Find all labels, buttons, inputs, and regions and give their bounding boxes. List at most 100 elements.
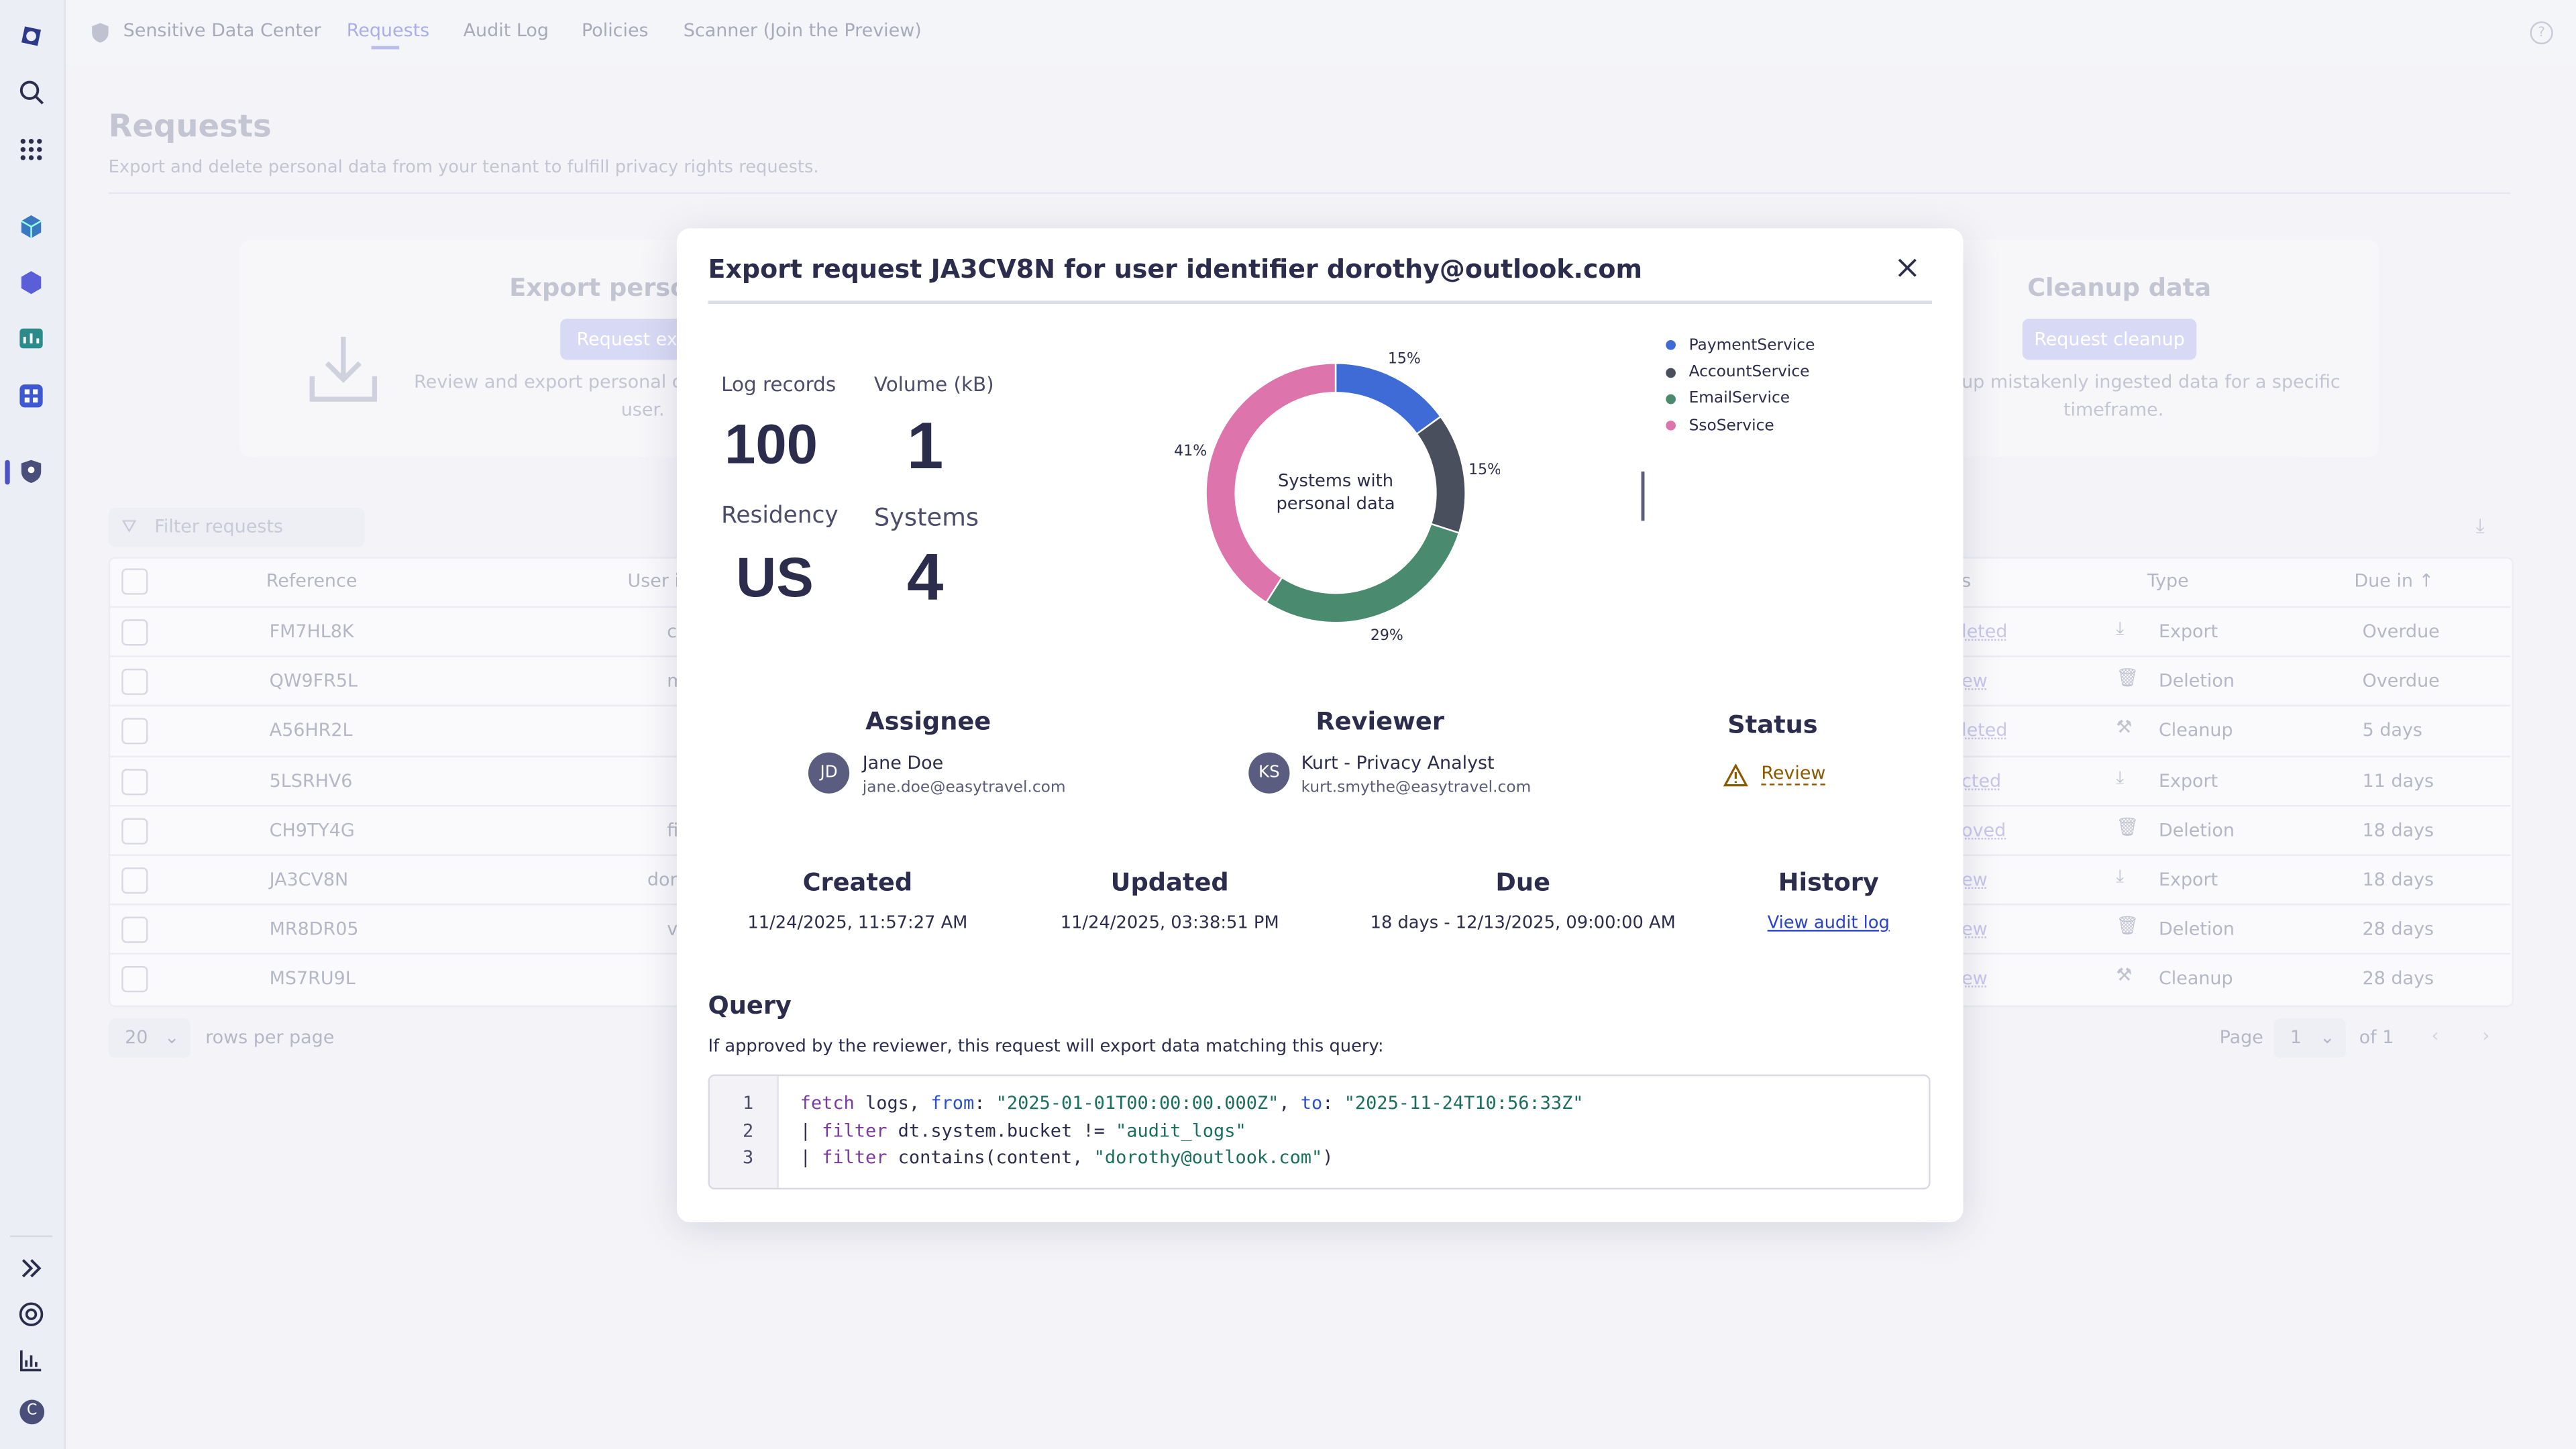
row-status[interactable]: ew bbox=[1962, 918, 1988, 941]
row-due: 28 days bbox=[2362, 918, 2434, 941]
type-export-icon: ⤓ bbox=[2116, 865, 2125, 888]
dynatrace-logo-icon[interactable] bbox=[18, 23, 44, 49]
row-due: 18 days bbox=[2362, 819, 2434, 841]
table-header: Reference User i s Type Due in ↑ bbox=[109, 557, 2510, 606]
legend-swatch bbox=[1666, 394, 1676, 405]
status-badge[interactable]: Review bbox=[1761, 762, 1826, 786]
row-checkbox[interactable] bbox=[121, 718, 148, 745]
row-checkbox[interactable] bbox=[121, 867, 148, 894]
chevron-down-icon: ⌄ bbox=[164, 1026, 180, 1049]
legend-item[interactable]: EmailService bbox=[1666, 386, 1815, 413]
next-page-button[interactable]: › bbox=[2482, 1025, 2490, 1047]
row-checkbox[interactable] bbox=[121, 619, 148, 646]
row-reference[interactable]: MR8DR05 bbox=[269, 918, 359, 941]
header-due[interactable]: Due in ↑ bbox=[2354, 570, 2434, 592]
updated-value: 11/24/2025, 03:38:51 PM bbox=[1060, 913, 1279, 934]
row-reference[interactable]: JA3CV8N bbox=[269, 869, 349, 891]
donut-slice-ssoservice[interactable] bbox=[1205, 362, 1337, 604]
legend-item[interactable]: PaymentService bbox=[1666, 332, 1815, 359]
row-type: Cleanup bbox=[2158, 968, 2233, 990]
query-code-editor[interactable]: 1 fetch logs, from: "2025-01-01T00:00:00.… bbox=[708, 1074, 1931, 1190]
tab-scanner[interactable]: Scanner (Join the Preview) bbox=[683, 19, 922, 42]
reports-icon[interactable] bbox=[18, 1347, 44, 1373]
header-reference[interactable]: Reference bbox=[266, 570, 358, 592]
app-cube-icon[interactable] bbox=[18, 213, 44, 239]
row-status[interactable]: leted bbox=[1962, 720, 2008, 742]
apps-grid-icon[interactable] bbox=[18, 136, 44, 162]
row-due: 5 days bbox=[2362, 720, 2422, 742]
row-due: Overdue bbox=[2362, 621, 2440, 643]
code-line: 1 fetch logs, from: "2025-01-01T00:00:00.… bbox=[710, 1093, 1929, 1120]
row-reference[interactable]: CH9TY4G bbox=[269, 819, 355, 841]
row-reference[interactable]: MS7RU9L bbox=[269, 968, 356, 990]
app-chart-icon[interactable] bbox=[18, 325, 44, 352]
row-reference[interactable]: QW9FR5L bbox=[269, 670, 358, 692]
help-lifebuoy-icon[interactable] bbox=[18, 1301, 44, 1328]
row-status[interactable]: oved bbox=[1962, 819, 2006, 841]
page-subtitle: Export and delete personal data from you… bbox=[108, 158, 819, 178]
page-value: 1 bbox=[2290, 1026, 2302, 1049]
filter-input[interactable]: ⛛ Filter requests bbox=[108, 507, 365, 547]
row-status[interactable]: leted bbox=[1962, 621, 2008, 643]
donut-slice-emailservice[interactable] bbox=[1265, 523, 1460, 624]
tab-requests[interactable]: Requests bbox=[346, 19, 430, 42]
tab-policies[interactable]: Policies bbox=[581, 19, 649, 42]
row-status[interactable]: ew bbox=[1962, 869, 1988, 891]
code-line: 3 | filter contains(content, "dorothy@out… bbox=[710, 1146, 1929, 1173]
rows-per-page-select[interactable]: 20 ⌄ bbox=[108, 1018, 191, 1059]
row-type: Deletion bbox=[2158, 819, 2235, 841]
donut-slice-paymentservice[interactable] bbox=[1334, 362, 1442, 435]
row-checkbox[interactable] bbox=[121, 966, 148, 994]
row-checkbox[interactable] bbox=[121, 917, 148, 944]
created-heading: Created bbox=[802, 867, 913, 898]
expand-icon[interactable] bbox=[18, 1255, 44, 1281]
type-export-icon: ⤓ bbox=[2116, 766, 2125, 788]
legend-item[interactable]: AccountService bbox=[1666, 359, 1815, 386]
code-token: "audit_logs" bbox=[1116, 1119, 1246, 1141]
page-select[interactable]: 1 ⌄ bbox=[2273, 1018, 2347, 1059]
row-due: 18 days bbox=[2362, 869, 2434, 891]
type-cleanup-icon: ⚒ bbox=[2116, 716, 2133, 739]
app-box-icon[interactable] bbox=[18, 270, 44, 296]
cleanup-card-desc-2: timeframe. bbox=[2063, 399, 2164, 421]
search-icon[interactable] bbox=[18, 79, 44, 105]
row-reference[interactable]: FM7HL8K bbox=[269, 621, 354, 643]
row-checkbox[interactable] bbox=[121, 818, 148, 845]
shield-icon[interactable] bbox=[18, 458, 44, 484]
select-all-checkbox[interactable] bbox=[121, 568, 148, 595]
view-audit-log-link[interactable]: View audit log bbox=[1767, 913, 1890, 934]
row-checkbox[interactable] bbox=[121, 768, 148, 795]
tab-audit-log[interactable]: Audit Log bbox=[463, 19, 549, 42]
type-deletion-icon: 🗑 bbox=[2116, 915, 2139, 937]
assignee-avatar: JD bbox=[808, 752, 850, 794]
legend-item[interactable]: SsoService bbox=[1666, 413, 1815, 439]
code-token: : bbox=[1322, 1092, 1344, 1114]
code-token: fetch bbox=[800, 1092, 855, 1114]
modal-divider bbox=[708, 301, 1933, 303]
header-status[interactable]: s bbox=[1962, 570, 1972, 592]
rows-per-page-value: 20 bbox=[125, 1026, 148, 1049]
export-request-modal: Export request JA3CV8N for user identifi… bbox=[676, 228, 1964, 1223]
header-type[interactable]: Type bbox=[2147, 570, 2189, 592]
prev-page-button[interactable]: ‹ bbox=[2431, 1025, 2439, 1047]
row-reference[interactable]: A56HR2L bbox=[269, 720, 353, 742]
row-status[interactable]: ew bbox=[1962, 968, 1988, 990]
line-number: 2 bbox=[742, 1119, 754, 1141]
close-icon[interactable] bbox=[1896, 255, 1919, 278]
donut-slice-accountservice[interactable] bbox=[1415, 415, 1466, 535]
row-reference[interactable]: 5LSRHV6 bbox=[269, 769, 353, 792]
sidebar-divider bbox=[9, 1235, 53, 1238]
app-dashboard-icon[interactable] bbox=[18, 383, 44, 409]
row-checkbox[interactable] bbox=[121, 669, 148, 696]
row-status[interactable]: ew bbox=[1962, 670, 1988, 692]
code-line: 2 | filter dt.system.bucket != "audit_log… bbox=[710, 1120, 1929, 1146]
row-type: Export bbox=[2158, 869, 2218, 891]
code-token: : bbox=[974, 1092, 996, 1114]
request-cleanup-button[interactable]: Request cleanup bbox=[2022, 319, 2197, 360]
download-table-icon[interactable]: ⤓ bbox=[2475, 514, 2485, 537]
help-icon[interactable]: ? bbox=[2530, 21, 2553, 45]
row-status[interactable]: cted bbox=[1962, 769, 2002, 792]
query-description: If approved by the reviewer, this reques… bbox=[708, 1036, 1384, 1057]
user-avatar[interactable]: C bbox=[19, 1399, 45, 1425]
header-user[interactable]: User i bbox=[627, 570, 680, 592]
